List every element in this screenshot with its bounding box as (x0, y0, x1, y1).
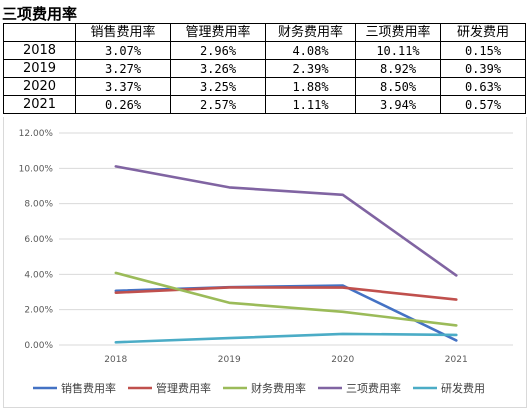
chart-canvas: 0.00% 2.00% 4.00% 6.00% 8.00% 10.00% 12.00% 201… (19, 129, 513, 395)
table-cell[interactable]: 3.94% (355, 95, 441, 114)
y-tick-label: 8.00% (24, 200, 53, 210)
series-line (114, 286, 458, 301)
table-cell[interactable]: 0.39% (440, 59, 526, 78)
table-header-cell[interactable]: 销售费用率 (75, 23, 171, 42)
table-header-row: 销售费用率 管理费用率 财务费用率 三项费用率 研发费用 (3, 23, 526, 42)
legend-label: 财务费用率 (251, 381, 306, 395)
table-header-cell[interactable] (3, 23, 76, 42)
table-cell[interactable]: 2020 (3, 77, 76, 96)
y-tick-label: 6.00% (24, 235, 53, 245)
table-cell[interactable]: 3.25% (170, 77, 266, 96)
legend-label: 三项费用率 (346, 381, 401, 395)
legend-label: 管理费用率 (156, 381, 211, 395)
series-line (114, 165, 458, 277)
table-header-cell[interactable]: 管理费用率 (170, 23, 266, 42)
table-row: 2020 3.37% 3.25% 1.88% 8.50% 0.63% (3, 77, 526, 96)
table-row: 2018 3.07% 2.96% 4.08% 10.11% 0.15% (3, 41, 526, 60)
table-cell[interactable]: 0.15% (440, 41, 526, 60)
y-tick-label: 10.00% (19, 164, 54, 174)
table-header-cell[interactable]: 财务费用率 (265, 23, 356, 42)
table-row: 2019 3.27% 3.26% 2.39% 8.92% 0.39% (3, 59, 526, 78)
table-cell[interactable]: 4.08% (265, 41, 356, 60)
line-chart[interactable]: 0.00% 2.00% 4.00% 6.00% 8.00% 10.00% 12.00% 201… (3, 117, 527, 408)
table-cell[interactable]: 2.57% (170, 95, 266, 114)
legend-label: 销售费用率 (61, 381, 116, 395)
table-header-cell[interactable]: 研发费用 (440, 23, 526, 42)
sheet-title: 三项费用率 (2, 5, 78, 23)
table-cell[interactable]: 3.26% (170, 59, 266, 78)
table-cell[interactable]: 3.37% (75, 77, 171, 96)
legend-label: 研发费用 (441, 381, 485, 395)
data-table: 销售费用率 管理费用率 财务费用率 三项费用率 研发费用 2018 3.07% … (3, 23, 526, 114)
table-cell[interactable]: 8.50% (355, 77, 441, 96)
table-cell[interactable]: 1.88% (265, 77, 356, 96)
y-tick-label: 0.00% (24, 341, 53, 351)
table-cell[interactable]: 2021 (3, 95, 76, 114)
x-tick-label: 2020 (331, 355, 354, 365)
table-cell[interactable]: 10.11% (355, 41, 441, 60)
table-cell[interactable]: 2019 (3, 59, 76, 78)
table-cell[interactable]: 8.92% (355, 59, 441, 78)
table-cell[interactable]: 1.11% (265, 95, 356, 114)
table-row: 2021 0.26% 2.57% 1.11% 3.94% 0.57% (3, 95, 526, 114)
y-tick-label: 12.00% (19, 129, 54, 139)
series-line (114, 332, 458, 344)
table-cell[interactable]: 0.26% (75, 95, 171, 114)
series-line (114, 271, 458, 327)
table-cell[interactable]: 0.57% (440, 95, 526, 114)
y-tick-label: 2.00% (24, 306, 53, 316)
x-tick-label: 2018 (104, 355, 127, 365)
table-cell[interactable]: 2018 (3, 41, 76, 60)
table-cell[interactable]: 2.39% (265, 59, 356, 78)
table-cell[interactable]: 2.96% (170, 41, 266, 60)
table-cell[interactable]: 3.07% (75, 41, 171, 60)
table-cell[interactable]: 0.63% (440, 77, 526, 96)
x-tick-label: 2019 (218, 355, 241, 365)
table-cell[interactable]: 3.27% (75, 59, 171, 78)
x-tick-label: 2021 (445, 355, 468, 365)
table-header-cell[interactable]: 三项费用率 (355, 23, 441, 42)
y-tick-label: 4.00% (24, 270, 53, 280)
